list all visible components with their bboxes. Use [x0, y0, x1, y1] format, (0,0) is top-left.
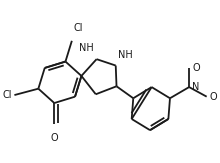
Text: Cl: Cl: [73, 23, 83, 33]
Text: Cl: Cl: [2, 90, 12, 100]
Text: NH: NH: [118, 50, 133, 60]
Text: O: O: [210, 92, 218, 102]
Text: O: O: [192, 63, 200, 73]
Text: O: O: [50, 133, 58, 143]
Text: N: N: [191, 82, 199, 92]
Text: NH: NH: [79, 43, 94, 53]
